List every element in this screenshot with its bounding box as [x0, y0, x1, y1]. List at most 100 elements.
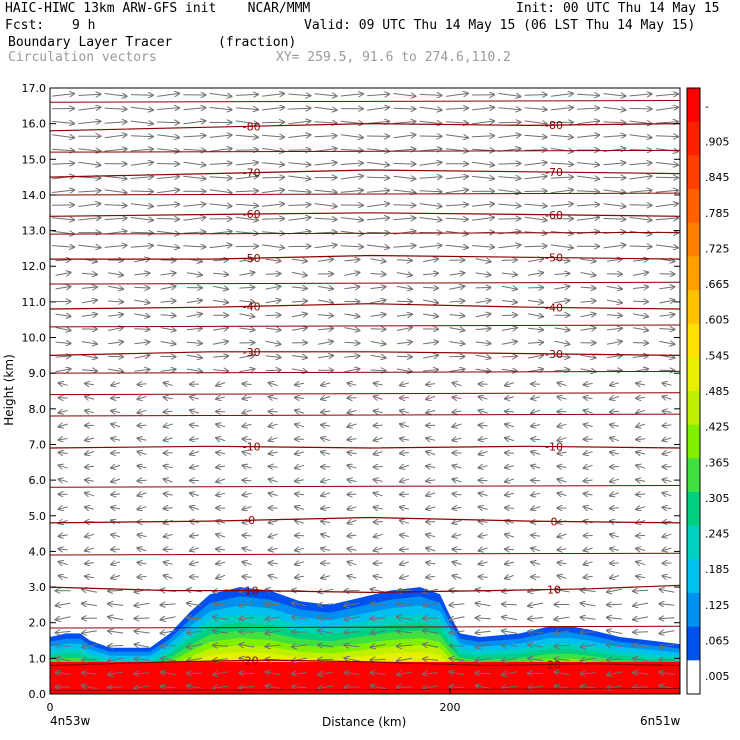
contour-label: -30 [243, 346, 261, 359]
contour-line [50, 370, 680, 374]
wind-vector [318, 341, 333, 344]
wind-vector [340, 246, 363, 247]
wind-vector [452, 562, 462, 565]
wind-vector [187, 631, 202, 632]
wind-vector [347, 576, 357, 578]
wind-vector [475, 369, 491, 371]
wind-vector [262, 177, 284, 178]
contour-label: -50 [243, 252, 261, 265]
wind-vector [531, 507, 541, 510]
wind-vector [216, 549, 226, 550]
wind-vector [531, 562, 541, 565]
wind-vector [134, 273, 149, 275]
contour-label: -60 [243, 208, 261, 221]
wind-vector [347, 507, 357, 510]
wind-vector [659, 645, 675, 647]
wind-vector [397, 617, 412, 620]
wind-vector [130, 218, 153, 221]
colorbar-label: .065 [705, 635, 730, 648]
wind-vector [216, 493, 226, 495]
wind-vector [452, 411, 462, 412]
wind-vector [452, 383, 462, 386]
wind-vector [269, 424, 278, 426]
wind-vector [190, 548, 200, 551]
wind-vector [426, 452, 436, 455]
wind-vector [476, 659, 491, 661]
wind-vector [295, 521, 305, 524]
wind-vector [269, 438, 278, 441]
colorbar-label: .485 [705, 385, 730, 398]
wind-vector [374, 493, 383, 496]
wind-vector [134, 603, 150, 606]
wind-vector [584, 452, 593, 455]
wind-vector [104, 176, 127, 179]
wind-vector [130, 162, 153, 165]
wind-vector [636, 398, 646, 399]
wind-vector [295, 452, 305, 454]
wind-vector [262, 149, 284, 152]
wind-vector [318, 287, 333, 289]
wind-vector [78, 107, 100, 110]
wind-vector [449, 631, 465, 633]
wind-vector [371, 618, 386, 619]
wind-vector [344, 645, 360, 647]
wind-vector [475, 329, 491, 330]
wind-vector [265, 370, 281, 371]
wind-vector [501, 260, 517, 261]
wind-vector [314, 190, 337, 192]
y-tick-label: 9.0 [29, 367, 47, 380]
wind-vector [367, 107, 389, 110]
wind-vector [501, 356, 517, 357]
wind-vector [59, 439, 68, 440]
wind-vector [636, 383, 646, 385]
wind-vector [55, 287, 71, 289]
wind-vector [607, 617, 622, 619]
wind-vector [445, 135, 468, 138]
wind-vector [78, 245, 100, 247]
wind-vector [314, 107, 337, 110]
wind-vector [55, 314, 71, 316]
wind-vector [213, 300, 228, 302]
wind-vector [374, 576, 383, 578]
wind-vector [557, 397, 567, 399]
wind-vector [633, 328, 648, 331]
wind-vector [577, 108, 599, 109]
y-tick-label: 12.0 [22, 260, 47, 273]
wind-vector [266, 645, 281, 647]
wind-vector [81, 300, 97, 303]
wind-vector [242, 410, 252, 413]
wind-vector [291, 287, 307, 289]
wind-vector [603, 163, 625, 165]
wind-vector [137, 452, 147, 455]
wind-vector [216, 397, 226, 399]
wind-vector [209, 135, 232, 137]
wind-vector [291, 356, 307, 358]
wind-vector [662, 534, 672, 537]
wind-vector [213, 672, 229, 675]
contour-line [50, 281, 680, 285]
wind-vector [108, 590, 124, 591]
colorbar-label: .905 [705, 136, 730, 149]
wind-vector [554, 672, 570, 675]
contour-line-labeled [50, 659, 680, 667]
wind-vector [577, 135, 599, 137]
wind-vector [130, 177, 153, 179]
colorbar: - .905 .845 .785 .725 .665 .605 .545 .485 .425 .36… [686, 87, 730, 695]
wind-vector [190, 452, 200, 455]
wind-vector [85, 452, 95, 455]
wind-vector [347, 520, 357, 523]
wind-vector [655, 122, 678, 124]
wind-vector [445, 93, 468, 96]
colorbar-label: .365 [705, 456, 730, 469]
wind-vector [111, 438, 121, 440]
wind-vector [498, 177, 520, 179]
wind-vector [81, 355, 97, 358]
wind-vector [108, 301, 123, 302]
wind-vector [498, 204, 520, 206]
y-tick-label: 15.0 [22, 153, 47, 166]
wind-vector [528, 355, 543, 358]
wind-vector [314, 245, 337, 248]
wind-vector [445, 218, 468, 219]
wind-vector [610, 383, 620, 386]
wind-vector [367, 204, 389, 207]
